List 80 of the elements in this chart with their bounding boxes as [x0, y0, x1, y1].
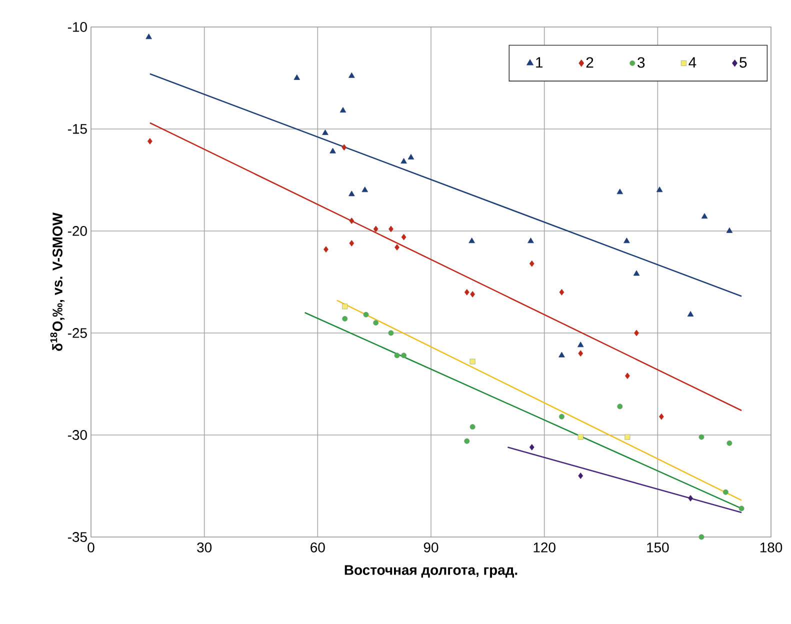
- x-axis-title: Восточная долгота, град.: [344, 565, 518, 578]
- point: [698, 434, 704, 440]
- point: [401, 234, 406, 240]
- point: [401, 352, 407, 358]
- point: [624, 238, 630, 244]
- point: [146, 34, 152, 40]
- point: [687, 311, 694, 317]
- point: [738, 506, 744, 512]
- point: [373, 320, 379, 326]
- point: [698, 534, 704, 540]
- point: [656, 186, 663, 192]
- point: [617, 404, 623, 410]
- point: [528, 238, 534, 244]
- point: [529, 260, 534, 267]
- point: [342, 316, 348, 322]
- point: [322, 129, 328, 135]
- y-tick-label: -10: [68, 22, 87, 32]
- point: [342, 304, 348, 310]
- legend-label: 1: [536, 57, 543, 68]
- point: [624, 434, 630, 440]
- point: [470, 291, 475, 298]
- x-tick-label: 120: [534, 542, 556, 552]
- legend-label: 3: [638, 57, 645, 68]
- point: [388, 226, 394, 232]
- y-tick-label: -25: [68, 328, 87, 338]
- point: [348, 190, 355, 196]
- x-tick-label: 180: [760, 542, 782, 552]
- point: [348, 72, 355, 78]
- x-tick-label: 30: [197, 542, 212, 552]
- legend-label: 4: [688, 57, 696, 68]
- point: [470, 424, 476, 430]
- point: [659, 413, 664, 420]
- x-tick-label: 60: [310, 542, 325, 552]
- point: [464, 289, 470, 296]
- point: [349, 218, 354, 224]
- point: [578, 434, 584, 440]
- point: [529, 444, 534, 450]
- point: [470, 358, 476, 364]
- point: [633, 270, 640, 276]
- point: [558, 352, 565, 358]
- y-tick-label: -15: [68, 124, 87, 134]
- point: [726, 440, 732, 446]
- y-axis-title: δ$^{18}$O,‰, vs. V-SMOW: [50, 212, 64, 351]
- x-tick-label: 0: [88, 542, 94, 552]
- point: [578, 472, 584, 479]
- point: [722, 489, 728, 495]
- point: [701, 213, 708, 219]
- point: [388, 330, 394, 336]
- point: [362, 186, 368, 192]
- point: [408, 154, 414, 160]
- point: [324, 246, 328, 253]
- point: [468, 238, 475, 244]
- point: [394, 244, 400, 251]
- y-tick-label: -20: [68, 226, 87, 236]
- legend-label: 5: [740, 57, 747, 68]
- point: [340, 107, 346, 113]
- point: [558, 414, 564, 420]
- point: [464, 438, 470, 444]
- point: [342, 144, 347, 151]
- point: [363, 312, 369, 318]
- point: [330, 148, 336, 154]
- point: [578, 350, 584, 357]
- point: [373, 226, 378, 232]
- point: [616, 188, 624, 194]
- point: [634, 330, 639, 336]
- y-tick-label: -30: [68, 430, 87, 440]
- point: [294, 74, 300, 80]
- point: [147, 138, 152, 144]
- point: [400, 158, 407, 164]
- x-tick-label: 90: [424, 542, 438, 552]
- point: [577, 342, 584, 348]
- point: [688, 495, 693, 502]
- legend-label: 2: [586, 57, 594, 68]
- point: [394, 352, 400, 358]
- x-tick-label: 150: [647, 542, 669, 552]
- point: [726, 227, 733, 233]
- point: [625, 372, 630, 380]
- point: [559, 289, 564, 296]
- point: [349, 240, 354, 246]
- y-tick-label: -35: [68, 532, 87, 542]
